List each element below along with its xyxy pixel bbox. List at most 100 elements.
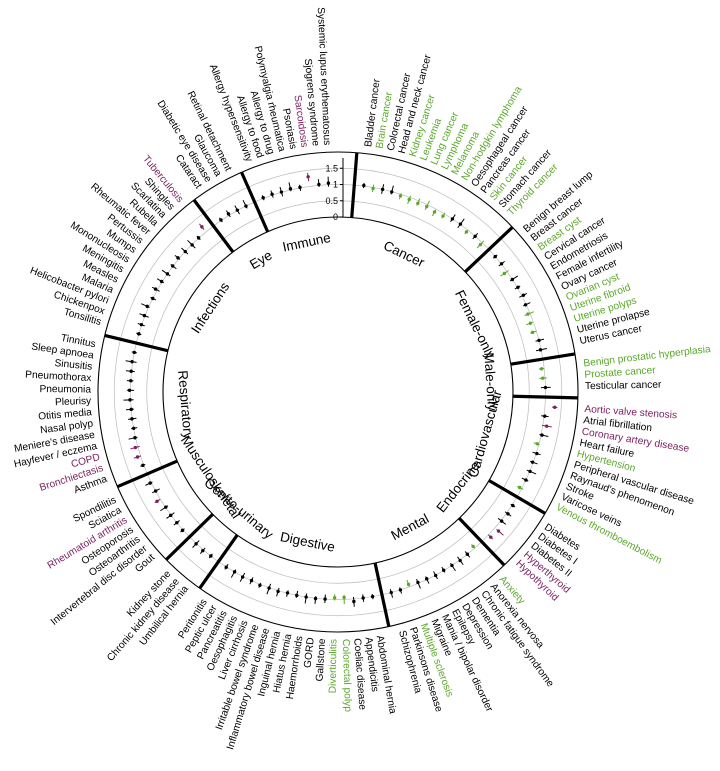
effect-point xyxy=(425,577,429,581)
effect-point xyxy=(398,588,403,592)
category-separators xyxy=(104,152,578,627)
effect-point xyxy=(235,208,240,212)
effect-point xyxy=(342,595,346,600)
gridline-ring xyxy=(130,184,546,600)
category-label: Immune xyxy=(281,230,332,255)
effect-point xyxy=(201,548,205,553)
effect-point xyxy=(219,218,223,222)
effect-point xyxy=(458,222,463,226)
category-separator xyxy=(165,513,214,561)
tick-label: 1.5 xyxy=(325,163,338,173)
effect-point xyxy=(441,214,445,218)
disease-label: Gallstone xyxy=(314,638,328,682)
effect-point xyxy=(279,190,284,194)
effect-point xyxy=(200,225,204,229)
effect-point xyxy=(458,558,462,563)
effect-point xyxy=(295,593,299,598)
effect-point xyxy=(133,445,138,450)
category-separator xyxy=(510,352,576,366)
effect-point xyxy=(298,185,302,190)
disease-label: Pneumothorax xyxy=(25,370,92,385)
effect-point xyxy=(535,451,539,456)
effect-point xyxy=(153,287,158,291)
effect-point xyxy=(464,230,469,234)
disease-label: Otitis media xyxy=(38,407,93,422)
effect-point xyxy=(450,563,454,568)
effect-point xyxy=(244,204,248,208)
effect-point xyxy=(145,304,149,309)
effect-point xyxy=(517,485,522,490)
radial-axis-ticks: 0 0.5 1 1.5 xyxy=(325,158,344,222)
category-label: Digestive xyxy=(279,529,336,555)
inner-ring xyxy=(162,216,514,568)
effect-point xyxy=(539,367,544,371)
category-label: Mental xyxy=(388,511,431,543)
effect-point xyxy=(304,595,308,599)
category-separator xyxy=(116,459,178,489)
effect-point xyxy=(370,594,375,599)
effect-point xyxy=(352,599,356,604)
effect-point xyxy=(155,499,159,504)
effect-point xyxy=(240,575,245,579)
effect-point xyxy=(537,338,541,343)
effect-point xyxy=(194,542,198,546)
effect-point xyxy=(131,426,136,430)
effect-point xyxy=(209,554,213,558)
category-separator xyxy=(488,479,546,515)
category-separator xyxy=(458,517,506,567)
effect-point xyxy=(432,210,437,214)
effect-point xyxy=(510,277,515,282)
category-separator xyxy=(512,394,578,400)
outer-ring xyxy=(97,151,579,633)
effect-point xyxy=(130,360,134,364)
effect-point xyxy=(543,414,547,418)
effect-point xyxy=(133,436,137,440)
effect-point xyxy=(380,187,385,192)
tick-label: 0 xyxy=(333,212,338,222)
effect-point xyxy=(553,405,557,409)
category-label: Musculoskeletal xyxy=(178,433,244,521)
effect-point xyxy=(317,182,321,187)
category-label: Respiratory xyxy=(175,370,196,440)
effect-point xyxy=(165,272,170,276)
effect-point xyxy=(130,417,134,421)
effect-point xyxy=(183,249,187,254)
effect-point xyxy=(267,586,271,590)
effect-point xyxy=(371,186,375,191)
effect-point xyxy=(450,217,455,221)
effect-point xyxy=(416,580,420,585)
effect-point xyxy=(526,312,530,316)
effect-point xyxy=(175,520,179,525)
effect-point xyxy=(538,348,543,352)
disease-label: Prostate cancer xyxy=(584,365,657,381)
effect-point xyxy=(332,596,337,600)
category-separator xyxy=(350,152,359,218)
effect-point xyxy=(496,529,501,533)
effect-point xyxy=(142,313,147,318)
effect-marks xyxy=(123,172,558,607)
category-separator xyxy=(373,562,391,627)
effect-point xyxy=(129,407,133,412)
effect-point xyxy=(425,204,429,209)
effect-point xyxy=(169,513,173,518)
effect-point xyxy=(389,590,393,595)
effect-point xyxy=(196,236,201,240)
effect-point xyxy=(232,570,237,574)
effect-point xyxy=(129,369,133,373)
effect-point xyxy=(398,194,403,198)
effect-point xyxy=(249,578,254,583)
category-separator xyxy=(240,171,270,233)
category-label: Endocrine xyxy=(433,458,482,515)
effect-point xyxy=(473,234,477,238)
effect-point xyxy=(530,460,535,464)
effect-point xyxy=(270,192,274,196)
disease-label: Diverticulitis xyxy=(328,639,340,694)
effect-point xyxy=(528,469,532,474)
effect-point xyxy=(523,303,528,307)
effect-point xyxy=(361,596,365,600)
category-labels: CancerFemale-onlyMale-onlyCardiovascular… xyxy=(175,230,505,555)
effect-point xyxy=(141,463,145,468)
effect-point xyxy=(261,196,265,200)
